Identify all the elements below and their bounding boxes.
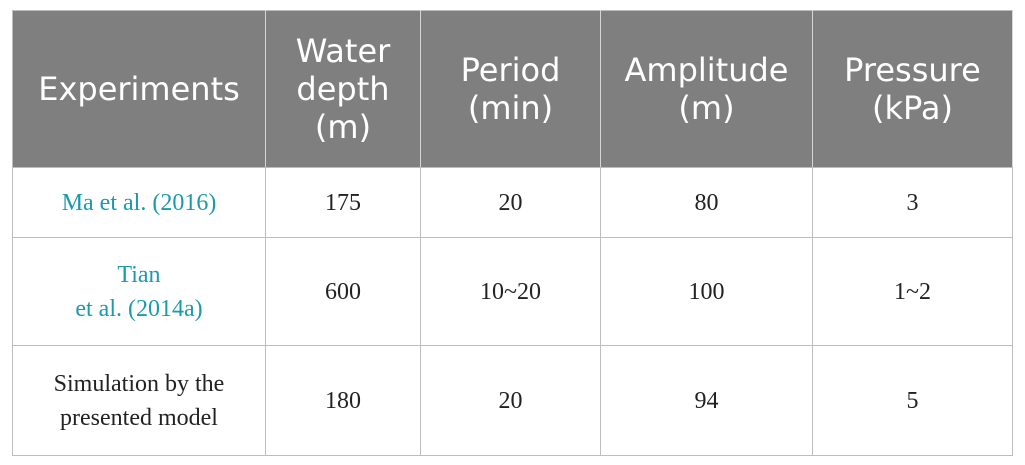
cell-line: 175 bbox=[325, 189, 361, 216]
cell-line: 80 bbox=[694, 189, 719, 216]
citation-cell[interactable]: Tian et al. (2014a) bbox=[12, 237, 266, 346]
data-cell: Simulation by the presented model bbox=[12, 345, 266, 456]
header-cell: Period (min) bbox=[420, 10, 601, 168]
cell-line: (min) bbox=[467, 89, 554, 127]
cell-line: Simulation by the bbox=[53, 370, 225, 397]
cell-line: 10~20 bbox=[480, 278, 541, 305]
cell-line: (m) bbox=[314, 108, 372, 146]
data-cell: 20 bbox=[420, 167, 601, 238]
header-cell: Water depth (m) bbox=[265, 10, 421, 168]
citation-cell[interactable]: Ma et al. (2016) bbox=[12, 167, 266, 238]
cell-line: presented model bbox=[60, 404, 218, 431]
cell-line: Period bbox=[460, 51, 561, 89]
cell-line: Pressure bbox=[844, 51, 981, 89]
cell-line: Tian bbox=[117, 261, 161, 288]
data-cell: 94 bbox=[600, 345, 813, 456]
data-cell: 80 bbox=[600, 167, 813, 238]
cell-line: 20 bbox=[498, 387, 523, 414]
header-row: Experiments Water depth (m) Period (min) Ampli… bbox=[12, 10, 1013, 168]
cell-line: 5 bbox=[906, 387, 919, 414]
table-body: Ma et al. (2016) 175 20 80 3 Tian et al. (2014… bbox=[12, 167, 1013, 456]
data-cell: 175 bbox=[265, 167, 421, 238]
cell-line: (kPa) bbox=[872, 89, 953, 127]
cell-line: Ma et al. (2016) bbox=[61, 189, 217, 216]
cell-line: 100 bbox=[688, 278, 725, 305]
data-cell: 600 bbox=[265, 237, 421, 346]
header-cell: Experiments bbox=[12, 10, 266, 168]
cell-line: 94 bbox=[694, 387, 719, 414]
cell-line: Amplitude bbox=[624, 51, 789, 89]
table-wrapper: Experiments Water depth (m) Period (min) Ampli… bbox=[12, 10, 1013, 456]
cell-line: 20 bbox=[498, 189, 523, 216]
cell-line: 1~2 bbox=[894, 278, 931, 305]
cell-line: 600 bbox=[325, 278, 361, 305]
cell-line: et al. (2014a) bbox=[75, 295, 203, 322]
data-cell: 180 bbox=[265, 345, 421, 456]
table-row: Ma et al. (2016) 175 20 80 3 bbox=[12, 167, 1013, 238]
table-row: Simulation by the presented model 180 20 94 5 bbox=[12, 345, 1013, 456]
data-cell: 10~20 bbox=[420, 237, 601, 346]
data-cell: 20 bbox=[420, 345, 601, 456]
cell-line: 180 bbox=[325, 387, 361, 414]
data-cell: 1~2 bbox=[812, 237, 1013, 346]
header-cell: Amplitude (m) bbox=[600, 10, 813, 168]
cell-line: Experiments bbox=[38, 70, 240, 108]
table-row: Tian et al. (2014a) 600 10~20 100 1~2 bbox=[12, 237, 1013, 346]
header-cell: Pressure (kPa) bbox=[812, 10, 1013, 168]
data-table: Experiments Water depth (m) Period (min) Ampli… bbox=[12, 10, 1013, 456]
cell-line: (m) bbox=[678, 89, 735, 127]
data-cell: 3 bbox=[812, 167, 1013, 238]
cell-line: depth bbox=[296, 70, 390, 108]
data-cell: 100 bbox=[600, 237, 813, 346]
data-cell: 5 bbox=[812, 345, 1013, 456]
cell-line: Water bbox=[295, 32, 391, 70]
cell-line: 3 bbox=[906, 189, 919, 216]
